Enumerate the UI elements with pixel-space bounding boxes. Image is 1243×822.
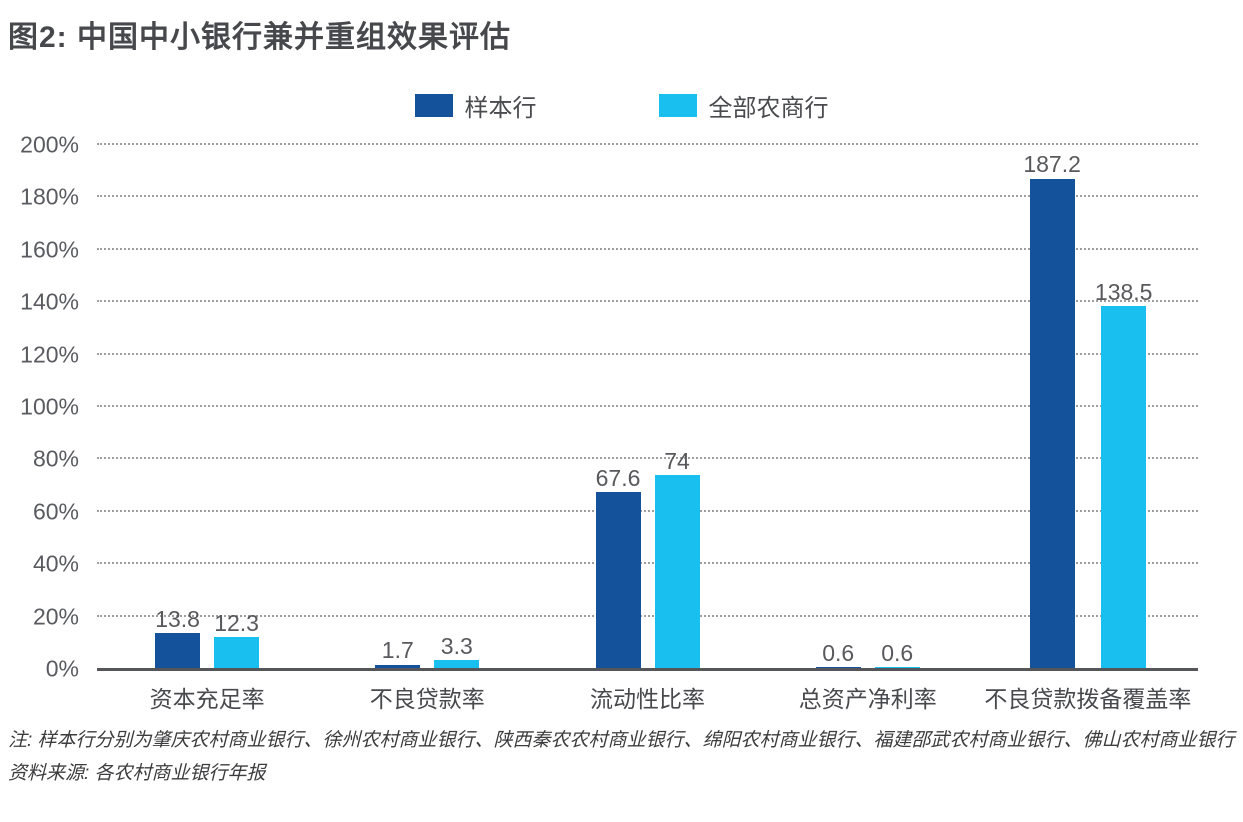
category-label: 不良贷款拨备覆盖率 (984, 686, 1192, 712)
legend-item-2: 全部农商行 (658, 88, 829, 123)
bar-value-label: 67.6 (595, 464, 641, 491)
bar-value-label: 138.5 (1094, 278, 1153, 305)
category-group: 0.6 0.6 (758, 145, 978, 669)
bar-sample-banks (595, 491, 641, 669)
legend-item-1: 样本行 (414, 88, 537, 123)
y-axis: 0% 20% 40% 60% 80% 100% 120% 140% 160% 180% 200% (0, 132, 79, 682)
legend-swatch-icon (658, 94, 697, 117)
bar-value-label: 1.7 (381, 637, 414, 664)
plot-area: 13.8 12.3 1.7 3.3 67.6 74 0.6 0.6 187.2 138.5 (97, 143, 1198, 671)
bar-value-label: 0.6 (881, 640, 914, 667)
y-tick-label: 100% (20, 393, 79, 420)
bar-groups: 13.8 12.3 1.7 3.3 67.6 74 0.6 0.6 187.2 138.5 (97, 145, 1198, 669)
y-tick-label: 60% (32, 498, 79, 525)
y-tick-label: 80% (32, 445, 79, 472)
bar-column: 138.5 (1094, 278, 1153, 669)
footnotes: 注: 样本行分别为肇庆农村商业银行、徐州农村商业银行、陕西秦农农村商业银行、绵阳… (8, 724, 1235, 790)
category-group: 67.6 74 (537, 145, 757, 669)
bar-sample-banks (155, 632, 201, 669)
bar-column: 1.7 (375, 637, 421, 669)
x-axis-line (97, 668, 1198, 671)
bar-value-label: 12.3 (214, 609, 259, 636)
y-tick-label: 20% (32, 603, 79, 630)
gridline (97, 457, 1198, 460)
category-group: 13.8 12.3 (97, 145, 317, 669)
bar-value-label: 13.8 (155, 605, 200, 632)
bar-all-rural-banks (214, 636, 260, 669)
y-tick-label: 120% (20, 341, 79, 368)
y-tick-label: 200% (20, 131, 79, 158)
bar-column: 0.6 (815, 640, 861, 669)
bar-all-rural-banks (1101, 306, 1147, 669)
bar-column: 12.3 (214, 609, 260, 669)
gridline (97, 562, 1198, 565)
bar-column: 67.6 (595, 464, 641, 669)
bar-column: 0.6 (874, 640, 920, 669)
bar-value-label: 0.6 (822, 640, 855, 667)
y-tick-label: 0% (45, 655, 79, 682)
gridline (97, 195, 1198, 198)
gridline (97, 405, 1198, 407)
category-label: 流动性比率 (590, 686, 705, 712)
bar-column: 3.3 (434, 633, 480, 669)
source-text: 资料来源: 各农村商业银行年报 (8, 763, 266, 784)
y-tick-label: 160% (20, 236, 79, 263)
category-label: 总资产净利率 (798, 686, 937, 712)
bar-value-label: 74 (664, 447, 690, 474)
bar-all-rural-banks (654, 475, 700, 669)
legend-label: 样本行 (464, 95, 537, 122)
gridline (97, 509, 1198, 512)
category-label: 资本充足率 (149, 686, 265, 712)
y-tick-label: 140% (20, 288, 79, 315)
bar-value-label: 187.2 (1023, 151, 1081, 178)
legend: 样本行 全部农商行 (0, 88, 1243, 123)
legend-swatch-icon (414, 94, 453, 117)
y-tick-label: 180% (20, 183, 79, 210)
bar-column: 13.8 (155, 605, 201, 669)
bar-sample-banks (375, 664, 421, 669)
note-text: 注: 样本行分别为肇庆农村商业银行、徐州农村商业银行、陕西秦农农村商业银行、绵阳… (8, 730, 1235, 751)
chart-title: 图2: 中国中小银行兼并重组效果评估 (8, 21, 512, 54)
legend-label: 全部农商行 (708, 95, 829, 122)
gridline (97, 247, 1198, 250)
bar-value-label: 3.3 (440, 633, 473, 660)
bar-all-rural-banks (434, 660, 480, 669)
bar-column: 74 (654, 447, 700, 669)
bar-column: 187.2 (1023, 152, 1081, 669)
y-tick-label: 40% (32, 550, 79, 577)
gridline (97, 352, 1198, 355)
gridline (97, 614, 1198, 617)
category-group: 1.7 3.3 (317, 145, 537, 669)
category-label: 不良贷款率 (369, 686, 485, 712)
x-axis-labels: 资本充足率 不良贷款率 流动性比率 总资产净利率 不良贷款拨备覆盖率 (97, 680, 1198, 714)
gridline (97, 143, 1198, 145)
bar-sample-banks (1029, 178, 1075, 669)
gridline (97, 300, 1198, 303)
category-group: 187.2 138.5 (978, 145, 1198, 669)
